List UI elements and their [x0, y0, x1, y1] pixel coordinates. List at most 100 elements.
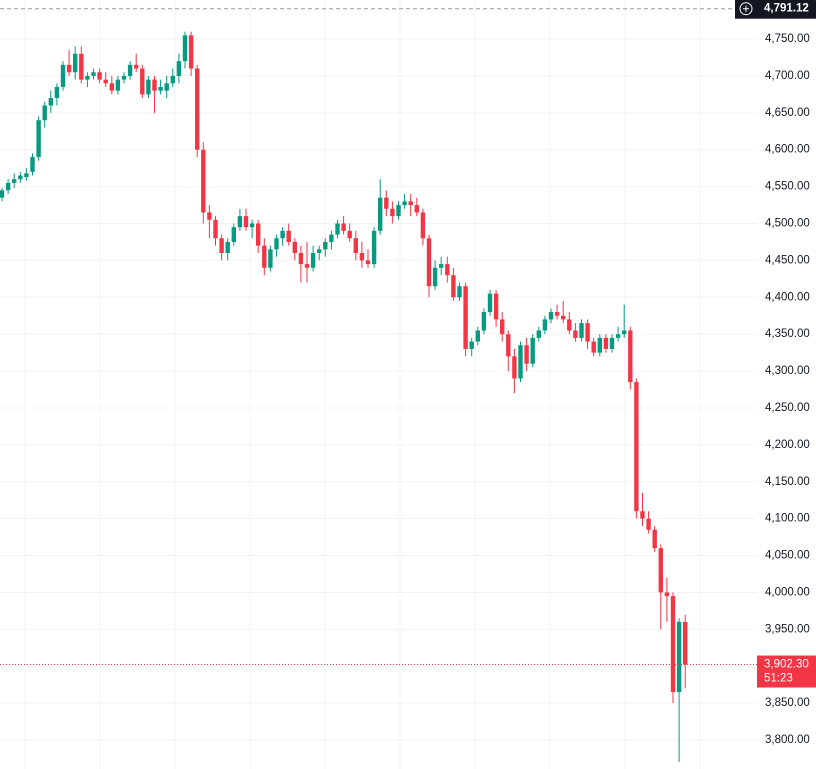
candle-body	[158, 86, 163, 91]
candle-body	[542, 319, 548, 331]
candle-body	[646, 518, 651, 530]
y-tick-label: 4,600.00	[765, 144, 810, 156]
candle-body	[426, 238, 432, 287]
candle-body	[469, 341, 474, 349]
candle-body	[475, 330, 480, 342]
candle-body	[445, 264, 450, 276]
candle-body	[548, 312, 554, 320]
y-tick-label: 4,550.00	[765, 181, 810, 193]
candle-body	[658, 548, 663, 593]
y-tick-label: 4,750.00	[765, 33, 810, 45]
candle-body	[237, 216, 243, 228]
high-label: 4,791.12	[764, 3, 809, 15]
candle-body	[353, 238, 358, 254]
candle-body	[420, 212, 426, 239]
y-tick-label: 4,400.00	[765, 291, 810, 303]
candle-body	[384, 197, 389, 209]
candle-body	[36, 120, 41, 158]
y-tick-label: 4,300.00	[765, 365, 810, 377]
candle-body	[262, 245, 267, 268]
candle-body	[298, 253, 304, 265]
candle-body	[54, 86, 60, 99]
candle-body	[140, 68, 145, 95]
candle-body	[103, 79, 108, 84]
candle-body	[585, 323, 590, 342]
candle-body	[628, 330, 633, 383]
candle-body	[109, 83, 114, 91]
y-tick-label: 4,000.00	[765, 586, 810, 598]
candle-body	[127, 64, 133, 76]
candle-body	[652, 529, 657, 549]
candle-body	[304, 264, 310, 268]
candle-body	[347, 230, 352, 239]
high-label-bg	[735, 0, 816, 19]
candle-body	[91, 72, 96, 76]
candle-body	[195, 68, 200, 150]
candle-body	[207, 212, 212, 220]
candle-body	[579, 323, 584, 338]
candle-body	[48, 98, 53, 106]
candle-body	[152, 79, 157, 91]
candle-body	[79, 53, 84, 80]
candle-body	[60, 64, 66, 87]
candle-body	[493, 293, 499, 320]
candle-body	[176, 61, 182, 76]
candle-body	[5, 182, 11, 191]
candle-body	[554, 312, 560, 316]
y-tick-label: 4,150.00	[765, 476, 810, 488]
candle-body	[243, 216, 249, 228]
candle-body	[164, 83, 169, 91]
candle-body	[0, 190, 5, 198]
candle-body	[292, 241, 297, 254]
candle-body	[310, 253, 316, 268]
candle-body	[683, 621, 688, 665]
candle-body	[518, 345, 523, 379]
last-price-label: 3,902.30	[764, 659, 809, 671]
last-price-bg	[757, 655, 816, 688]
candle-body	[512, 356, 517, 379]
y-tick-label: 4,500.00	[765, 218, 810, 230]
candle-body	[188, 35, 194, 69]
candle-body	[274, 238, 279, 250]
add-icon-plus	[743, 5, 749, 12]
candle-body	[414, 205, 419, 213]
candle-body	[439, 264, 444, 268]
candle-body	[359, 253, 365, 261]
candle-body	[615, 334, 621, 338]
candle-body	[457, 286, 462, 298]
candle-body	[676, 621, 682, 693]
candle-body	[371, 230, 377, 265]
y-tick-label: 3,800.00	[765, 734, 810, 746]
candle-body	[664, 592, 670, 597]
candle-body	[256, 223, 261, 246]
candle-body	[97, 72, 102, 80]
candle-body	[280, 230, 285, 239]
candle-body	[463, 286, 468, 349]
candle-body	[561, 315, 566, 320]
y-tick-label: 4,250.00	[765, 402, 810, 414]
y-tick-label: 4,050.00	[765, 550, 810, 562]
candle-body	[390, 208, 395, 217]
candle-body	[567, 319, 572, 331]
candle-body	[249, 223, 255, 228]
candle-body	[329, 234, 334, 242]
candle-body	[335, 223, 340, 235]
candle-body	[530, 337, 535, 364]
candle-body	[231, 227, 236, 242]
y-tick-label: 4,450.00	[765, 254, 810, 266]
candle-body	[378, 197, 383, 231]
candle-body	[573, 330, 578, 338]
candle-body	[640, 511, 645, 519]
candle-body	[66, 64, 72, 73]
candle-body	[213, 219, 218, 239]
y-tick-label: 4,650.00	[765, 107, 810, 119]
candle-body	[603, 337, 609, 349]
candle-body	[451, 275, 456, 298]
candle-body	[634, 382, 639, 512]
candle-body	[524, 345, 529, 364]
candle-body	[487, 293, 493, 313]
candle-body	[134, 64, 139, 69]
grid	[24, 0, 701, 769]
candle-body	[396, 205, 401, 217]
